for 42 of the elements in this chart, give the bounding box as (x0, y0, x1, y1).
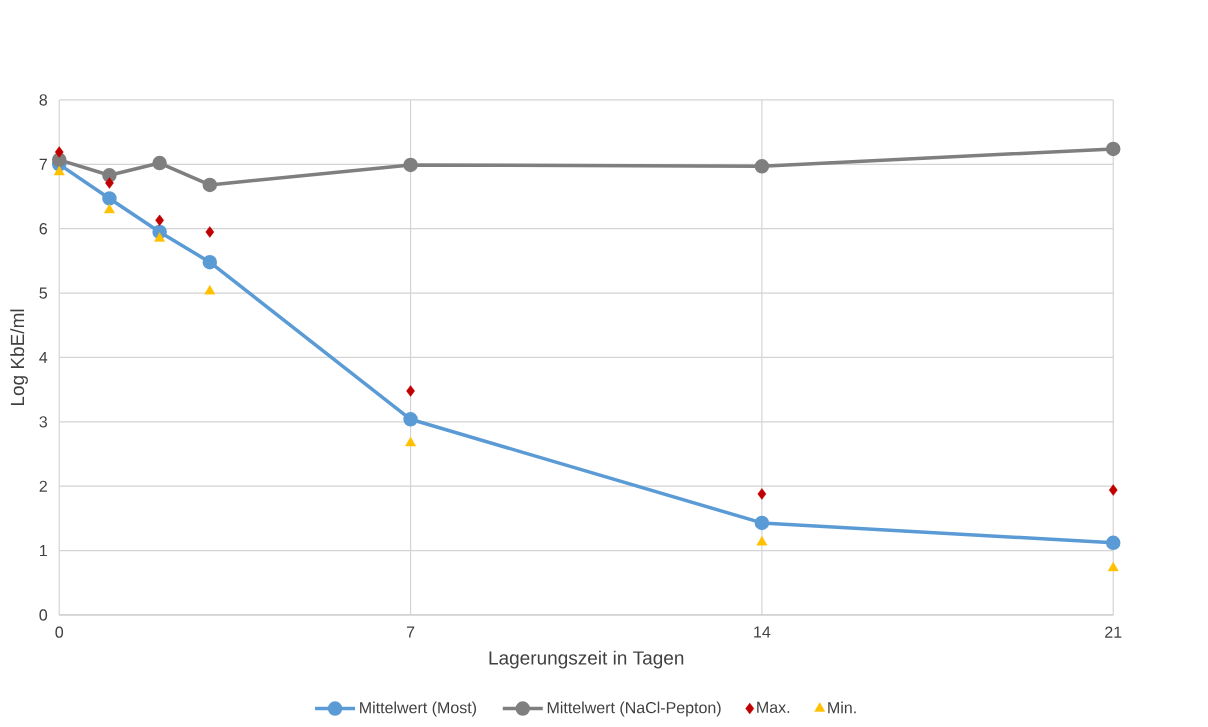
x-tick-label: 21 (1105, 626, 1122, 638)
point (1105, 535, 1121, 551)
legend-label: Max. (757, 701, 790, 714)
point (1105, 141, 1121, 157)
point (105, 177, 114, 189)
point (754, 159, 770, 174)
y-tick-label: 3 (39, 416, 48, 428)
y-tick-label: 2 (39, 480, 47, 492)
point (102, 191, 117, 206)
point (202, 254, 218, 270)
point (54, 146, 64, 158)
x-axis-title: Lagerungszeit in Tagen (489, 650, 684, 669)
legend-label: Mittelwert (NaCl-Pepton) (547, 701, 721, 717)
point (53, 165, 65, 176)
point (154, 232, 166, 242)
point (406, 385, 415, 397)
point (756, 536, 768, 546)
x-tick-label: 7 (406, 626, 415, 638)
point (152, 155, 167, 171)
x-tick-label: 0 (55, 626, 64, 638)
point (754, 515, 770, 531)
y-tick-label: 7 (39, 158, 47, 170)
point (403, 157, 418, 173)
point (204, 284, 216, 295)
y-axis-title: Log KbE/ml (10, 309, 28, 406)
point (1108, 484, 1118, 496)
point (1107, 561, 1119, 572)
y-tick-label: 0 (39, 609, 48, 621)
point (757, 488, 767, 500)
legend-label: Min. (828, 701, 856, 714)
legend-label: Mittelwert (Most) (360, 701, 477, 717)
y-tick-label: 6 (39, 223, 48, 235)
point (405, 436, 416, 447)
point (202, 177, 218, 193)
point (104, 203, 115, 214)
point (205, 226, 215, 238)
point (403, 412, 418, 427)
y-tick-label: 4 (39, 351, 48, 363)
y-tick-label: 5 (39, 287, 48, 299)
y-tick-label: 8 (39, 94, 48, 106)
y-tick-label: 1 (40, 545, 47, 557)
x-tick-label: 14 (754, 626, 771, 638)
